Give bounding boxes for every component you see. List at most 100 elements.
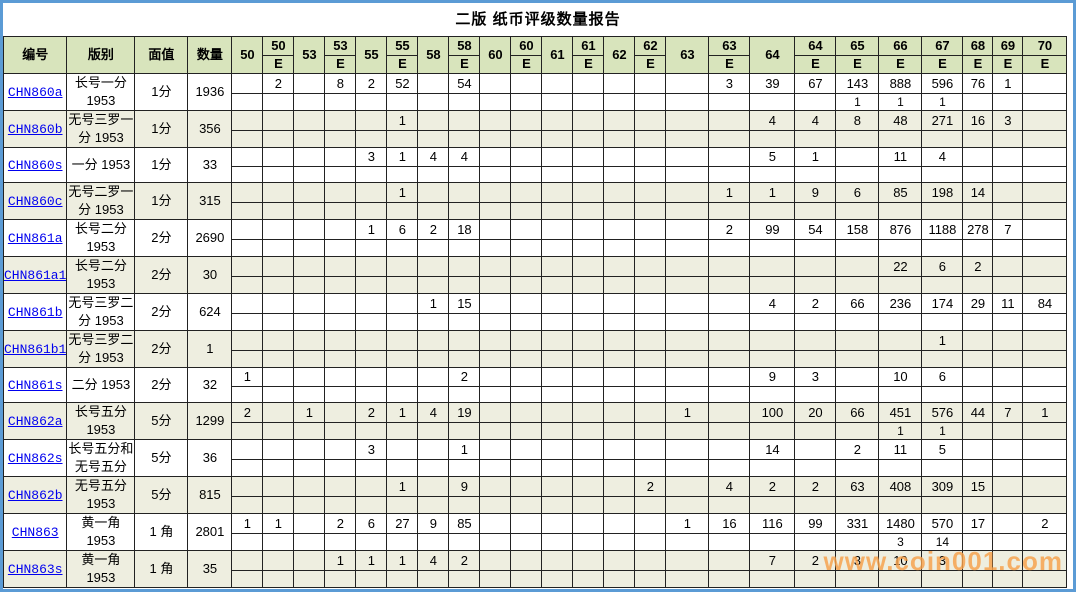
grade-subcell [231, 166, 264, 183]
grade-cell: 4 [794, 109, 837, 132]
grade-cell: 1 [1022, 401, 1068, 424]
grade-cell [510, 401, 543, 424]
grade-cell [835, 255, 880, 278]
code-cell: CHN862b [3, 476, 68, 514]
qty-cell: 2801 [187, 513, 233, 551]
grade-cell [1022, 147, 1068, 167]
grade-cell [962, 367, 994, 387]
code-link-CHN861a[interactable]: CHN861a [7, 230, 63, 246]
table-row-CHN861s: CHN861s 二分 1953 2分 32 1 2 9 3 10 6 [3, 367, 1068, 403]
grade-cell [324, 181, 357, 204]
grade-cell [665, 109, 710, 132]
grade-subcell [448, 239, 481, 257]
grade-subcell [603, 386, 636, 403]
code-link-CHN861s[interactable]: CHN861s [7, 377, 63, 393]
grade-cell: 3 [355, 438, 388, 461]
grade-subcell [921, 313, 964, 331]
grade-cell [293, 109, 326, 132]
grade-cell: 451 [878, 401, 923, 424]
grade-cell: 22 [878, 255, 923, 278]
grade-cell [1022, 549, 1068, 572]
code-cell: CHN862s [3, 439, 68, 477]
grade-cell: 1 [794, 147, 837, 167]
grade-subcell [708, 276, 751, 294]
grade-subcell [448, 459, 481, 477]
grade-subcell [324, 276, 357, 294]
table-row-sub-CHN863s [4, 570, 1068, 588]
grade-subcell [921, 350, 964, 368]
code-link-CHN860a[interactable]: CHN860a [7, 84, 63, 100]
grade-cell [324, 218, 357, 241]
grade-cell [510, 109, 543, 132]
grade-subcell [541, 459, 574, 477]
grade-subcell [794, 130, 837, 148]
grade-cell [603, 292, 636, 315]
grade-cell: 1480 [878, 512, 923, 535]
denom-cell: 5分 [134, 439, 189, 477]
grade-subcell [541, 386, 574, 403]
grade-subcell [386, 276, 419, 294]
grade-subcell [665, 386, 710, 403]
grade-cell: 7 [992, 401, 1024, 424]
grade-cell: 2 [794, 549, 837, 572]
code-link-CHN861b1[interactable]: CHN861b1 [4, 341, 67, 357]
col-header-grade-53: 53 [293, 36, 326, 74]
version-cell: 无号三罗二分 1953 [66, 330, 136, 368]
grade-cell [293, 367, 326, 387]
code-link-CHN860s[interactable]: CHN860s [7, 157, 63, 173]
grade-cell: 271 [921, 109, 964, 132]
grade-cell [708, 438, 751, 461]
table-row-CHN860c: CHN860c 无号二罗一分 1953 1分 315 1 1 1 9 6 85 198 14 [3, 181, 1068, 220]
grade-cell [262, 367, 295, 387]
grade-subcell [603, 93, 636, 111]
code-link-CHN860b[interactable]: CHN860b [7, 121, 63, 137]
grade-subcell [479, 239, 512, 257]
grade-cell [417, 72, 450, 95]
grade-cell [665, 292, 710, 315]
grade-subcell [262, 239, 295, 257]
table-row-sub-CHN862s [4, 459, 1068, 477]
code-link-CHN862a[interactable]: CHN862a [7, 413, 63, 429]
grade-cell [665, 438, 710, 461]
code-link-CHN862b[interactable]: CHN862b [7, 487, 63, 503]
grade-cell [386, 292, 419, 315]
grade-cell [541, 255, 574, 278]
grade-subcell [541, 350, 574, 368]
grade-cell [324, 255, 357, 278]
grade-cell [541, 329, 574, 352]
grade-subcell [386, 496, 419, 514]
grade-cell [262, 438, 295, 461]
grade-cell: 3 [835, 549, 880, 572]
grade-cell [572, 549, 605, 572]
grade-cell: 2 [708, 218, 751, 241]
code-link-CHN860c[interactable]: CHN860c [7, 193, 63, 209]
version-cell: 长号二分 1953 [66, 219, 136, 257]
grade-subcell [962, 496, 994, 514]
grade-cell [603, 109, 636, 132]
code-link-CHN863[interactable]: CHN863 [11, 524, 59, 540]
grade-subcell [749, 422, 796, 440]
grade-cell [1022, 72, 1068, 95]
code-cell: CHN861b [3, 293, 68, 331]
code-link-CHN862s[interactable]: CHN862s [7, 450, 63, 466]
grade-cell: 2 [417, 218, 450, 241]
grade-cell [355, 292, 388, 315]
grade-cell [479, 438, 512, 461]
col-header-grade-58: 58 [417, 36, 450, 74]
table-row-sub-CHN861b [4, 313, 1068, 331]
table-row-CHN860b: CHN860b 无号三罗一分 1953 1分 356 1 4 4 8 48 271 16 3 [3, 109, 1068, 148]
grade-subcell [634, 422, 667, 440]
grade-subcell [479, 386, 512, 403]
code-link-CHN861b[interactable]: CHN861b [7, 304, 63, 320]
code-link-CHN861a1[interactable]: CHN861a1 [4, 267, 67, 283]
code-link-CHN863s[interactable]: CHN863s [7, 561, 63, 577]
grade-subcell [572, 93, 605, 111]
grade-cell: 2 [794, 292, 837, 315]
grade-cell [749, 329, 796, 352]
grade-cell [479, 147, 512, 167]
grade-subcell [749, 570, 796, 588]
grade-cell: 4 [708, 475, 751, 498]
grade-cell: 18 [448, 218, 481, 241]
grade-cell [479, 512, 512, 535]
grade-subcell [749, 130, 796, 148]
